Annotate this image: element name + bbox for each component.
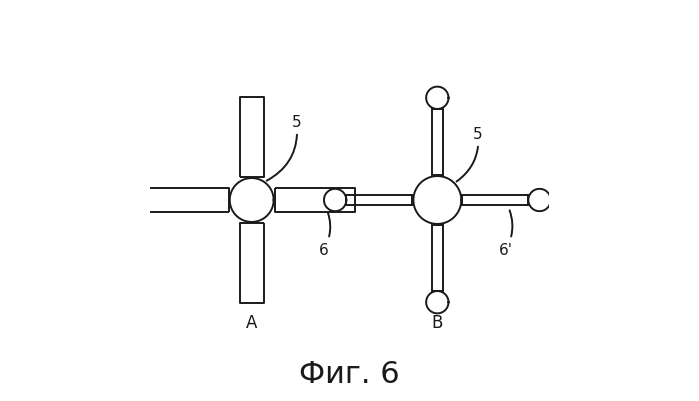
Text: 5: 5 — [267, 115, 301, 181]
Text: A: A — [246, 313, 257, 331]
Text: 5: 5 — [456, 127, 483, 182]
Text: 6: 6 — [319, 213, 331, 257]
Text: 6': 6' — [498, 211, 512, 257]
Text: Фиг. 6: Фиг. 6 — [299, 359, 400, 388]
Text: B: B — [432, 313, 443, 331]
